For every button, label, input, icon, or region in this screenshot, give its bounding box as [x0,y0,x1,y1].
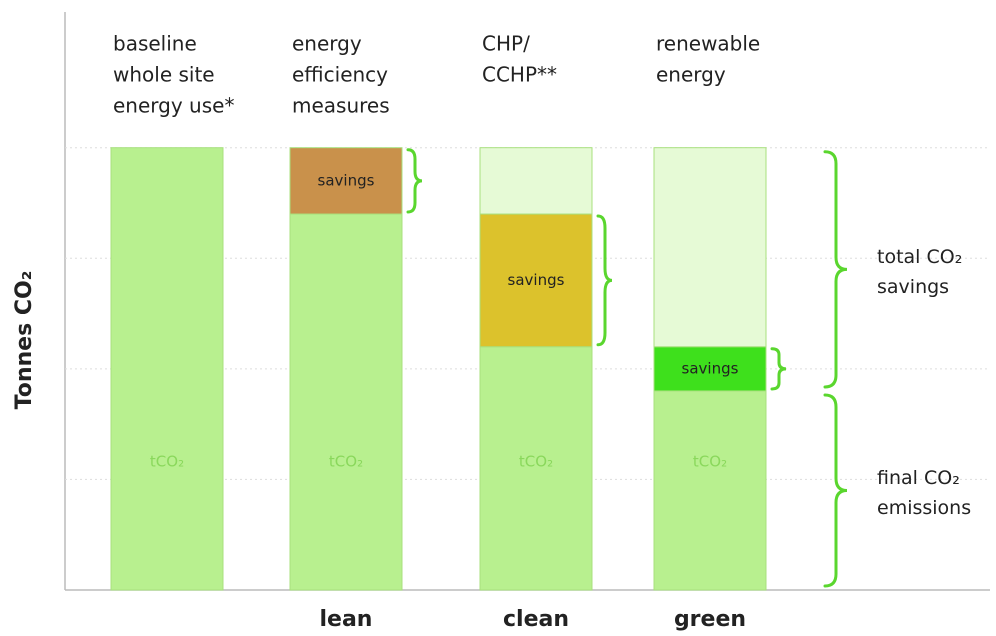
savings-brace [770,347,787,391]
annotation: emissions [877,497,971,519]
stage-label: lean [320,607,373,632]
column-header: energy use* [113,94,234,118]
annotation: final CO₂ [877,467,960,489]
segment-label: savings [318,171,375,189]
bar-segment [479,213,593,348]
bar-segment [289,147,403,215]
savings-brace [596,214,613,347]
bar-segment [479,346,593,591]
segment-label: tCO₂ [150,453,184,471]
column-header: whole site [113,63,215,87]
column-header: efficiency [292,63,388,87]
stage-label: green [674,607,746,632]
savings-brace [406,148,423,214]
annotation: total CO₂ [877,246,962,268]
total-brace [823,150,848,389]
column-header: energy [656,63,726,87]
bar-segment [289,213,403,591]
column-header: CHP/ [482,32,530,56]
column-header: energy [292,32,362,56]
annotation: savings [877,276,949,298]
segment-label: tCO₂ [329,453,363,471]
column-header: measures [292,94,390,118]
bar-segment [110,147,224,591]
y-axis-label: Tonnes CO₂ [12,271,37,410]
total-brace [823,393,848,588]
bar-segment [653,147,767,348]
bar-segment [479,147,593,215]
segment-label: tCO₂ [519,453,553,471]
stage-label: clean [503,607,569,632]
segment-label: savings [508,271,565,289]
segment-label: savings [682,359,739,377]
bar-segment [653,390,767,591]
column-header: baseline [113,32,197,56]
column-header: CCHP** [482,63,557,87]
segment-label: tCO₂ [693,453,727,471]
column-header: renewable [656,32,760,56]
